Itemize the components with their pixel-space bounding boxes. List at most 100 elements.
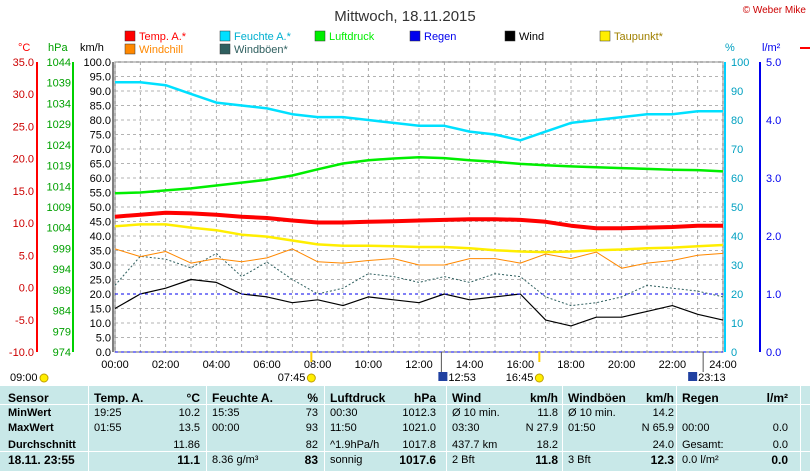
legend-swatch: [219, 30, 231, 42]
table-cell: 1017.6: [399, 453, 436, 467]
unit-pressure: hPa: [48, 42, 68, 54]
table-cell: l/m²: [766, 391, 788, 405]
series-tempa-line: [114, 210, 723, 231]
speed-tick-label: 45.0: [90, 217, 111, 229]
column-separator: [676, 386, 677, 471]
speed-tick-label: 5.0: [96, 333, 111, 345]
weather-chart: Mittwoch, 18.11.2015 © Weber Mike °C hPa…: [8, 5, 810, 384]
temp-tick-label: 25.0: [13, 121, 34, 133]
speed-tick-label: 95.0: [90, 72, 111, 84]
time-tick-label: 04:00: [203, 359, 231, 371]
table-cell: Luftdruck: [330, 391, 386, 405]
time-tick-label: 00:00: [101, 359, 129, 371]
speed-tick-label: 30.0: [90, 260, 111, 272]
table-cell: 83: [304, 453, 318, 467]
table-cell: 0.0: [771, 453, 788, 467]
row-separator: [0, 451, 810, 452]
table-cell: Wind: [452, 391, 482, 405]
percent-tick-label: 0: [731, 347, 737, 359]
column-separator: [206, 386, 207, 471]
legend-label: Taupunkt*: [614, 31, 664, 43]
speed-tick-label: 70.0: [90, 144, 111, 156]
table-cell: ^1.9hPa/h: [330, 439, 380, 451]
table-cell: sonnig: [330, 454, 363, 466]
table-cell: 3 Bft: [568, 454, 591, 466]
legend-swatch: [314, 30, 326, 42]
moonset-icon: [688, 372, 698, 381]
legend-label: Temp. A.*: [139, 31, 187, 43]
legend-swatch: [124, 30, 136, 42]
pressure-tick-label: 1039: [47, 78, 71, 90]
legend: Temp. A.* Feuchte A.* Luftdruck Regen Wind Ta…: [124, 30, 810, 56]
table-cell: 13.5: [178, 422, 200, 434]
table-cell: 10.2: [178, 407, 200, 419]
pressure-tick-label: 999: [53, 243, 71, 255]
table-cell: 8.36 g/m³: [212, 454, 259, 466]
rain-tick-label: 2.0: [766, 231, 781, 243]
table-cell: 00:30: [330, 407, 358, 419]
series-luftdruck-line: [114, 156, 724, 195]
temp-tick-label: 35.0: [13, 57, 34, 69]
table-cell: N 27.9: [525, 422, 558, 434]
legend-label: Windböen*: [234, 44, 289, 56]
temp-tick-label: 30.0: [13, 89, 34, 101]
table-cell: Durchschnitt: [8, 439, 76, 451]
percent-tick-label: 30: [731, 260, 743, 272]
rain-tick-label: 3.0: [766, 173, 781, 185]
time-tick-label: 24:00: [709, 359, 737, 371]
series-windben-line: [114, 252, 724, 307]
legend-label: Wind: [519, 31, 544, 43]
table-cell: 11.1: [177, 453, 200, 467]
pressure-tick-label: 1009: [47, 202, 71, 214]
table-cell: %: [307, 391, 318, 405]
speed-tick-label: 40.0: [90, 231, 111, 243]
column-separator: [88, 386, 89, 471]
summary-table: Sensor MinWert MaxWert Durchschnitt 18.11. 2…: [0, 386, 810, 471]
plot-area: [114, 61, 724, 353]
table-cell: Gesamt:: [682, 439, 724, 451]
speed-tick-label: 90.0: [90, 86, 111, 98]
table-cell: N 65.9: [641, 422, 674, 434]
moonrise-icon: [438, 372, 448, 381]
pressure-tick-label: 1029: [47, 119, 71, 131]
pressure-tick-label: 989: [53, 285, 71, 297]
copyright-text: © Weber Mike: [743, 5, 807, 16]
percent-tick-label: 100: [731, 57, 749, 69]
table-cell: 18.2: [536, 439, 558, 451]
time-tick-label: 12:00: [405, 359, 433, 371]
unit-temp: °C: [18, 42, 30, 54]
legend-swatch: [124, 43, 136, 55]
time-tick-label: 16:00: [507, 359, 535, 371]
temp-tick-label: 10.0: [13, 218, 34, 230]
table-cell: 2 Bft: [452, 454, 475, 466]
sunset-label: 16:45: [506, 372, 534, 384]
time-tick-label: 10:00: [355, 359, 383, 371]
table-cell: 1017.8: [402, 439, 436, 451]
table-cell: 24.0: [652, 439, 674, 451]
legend-label: Windchill: [139, 44, 183, 56]
table-cell: 03:30: [452, 422, 480, 434]
time-tick-label: 18:00: [557, 359, 585, 371]
speed-tick-label: 55.0: [90, 188, 111, 200]
moonrise-label: 12:53: [448, 372, 476, 384]
table-cell: km/h: [645, 391, 674, 405]
rain-tick-label: 5.0: [766, 57, 781, 69]
speed-tick-label: 20.0: [90, 289, 111, 301]
pressure-tick-label: 1004: [47, 223, 71, 235]
unit-percent: %: [725, 42, 735, 54]
table-cell: Ø 10 min.: [568, 407, 616, 419]
rain-tick-label: 0.0: [766, 347, 781, 359]
column-separator: [800, 386, 801, 471]
temp-tick-label: 5.0: [19, 250, 34, 262]
speed-tick-label: 80.0: [90, 115, 111, 127]
table-cell: 12.3: [650, 453, 674, 467]
pressure-tick-label: 974: [53, 347, 71, 359]
table-cell: °C: [186, 391, 200, 405]
speed-tick-label: 60.0: [90, 173, 111, 185]
table-cell: 0.0: [772, 439, 788, 451]
table-cell: 0.0 l/m²: [682, 454, 719, 466]
time-tick-label: 08:00: [304, 359, 332, 371]
percent-tick-label: 60: [731, 173, 743, 185]
series-windchill-line: [114, 248, 724, 269]
pressure-tick-label: 979: [53, 326, 71, 338]
